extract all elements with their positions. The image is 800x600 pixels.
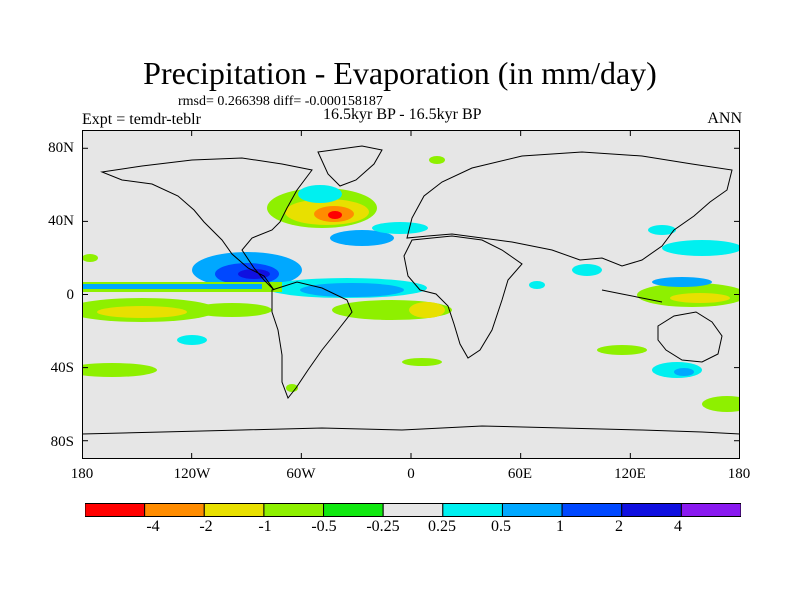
map-plot (82, 130, 740, 459)
x-tick-label: 60W (286, 466, 316, 482)
region-fill (429, 156, 445, 164)
region-fill (572, 264, 602, 276)
region-fill (597, 345, 647, 355)
colorbar-swatch (85, 503, 146, 517)
region-fill (82, 254, 98, 262)
colorbar-label: -4 (146, 518, 160, 535)
coast-north-america (100, 157, 313, 291)
region-fill (330, 230, 394, 246)
y-tick-label: 80N (48, 140, 74, 156)
coast-greenland (317, 145, 383, 187)
colorbar-swatch (561, 503, 623, 517)
coast-south-america (271, 281, 353, 399)
coast-eurasia (406, 151, 733, 267)
x-tick-label: 120E (614, 466, 646, 482)
region-fill (652, 277, 712, 287)
stats-label: rmsd= 0.266398 diff= -0.000158187 (178, 94, 383, 109)
region-fill (300, 283, 404, 297)
x-tick-label: 120W (173, 466, 211, 482)
colorbar-label: -1 (258, 518, 272, 535)
colorbar-swatch (621, 503, 682, 517)
colorbar-swatch (442, 503, 503, 517)
region-fill (97, 306, 187, 318)
contour-fields (82, 156, 740, 412)
region-fill (372, 222, 428, 234)
colorbar-swatch (680, 503, 741, 517)
region-fill (662, 240, 740, 256)
chart-title: Precipitation - Evaporation (in mm/day) (143, 55, 657, 91)
region-fill (238, 269, 270, 279)
region-fill (674, 368, 694, 376)
season-label: ANN (707, 110, 742, 127)
colorbar-label: 0.5 (491, 518, 511, 535)
region-fill (177, 335, 207, 345)
region-fill (529, 281, 545, 289)
region-fill (409, 302, 445, 318)
colorbar-label: 2 (615, 518, 623, 535)
region-fill (82, 284, 262, 289)
y-tick-label: 40N (48, 213, 74, 229)
colorbar (85, 503, 741, 517)
y-tick-label: 40S (50, 360, 74, 376)
colorbar-swatch (263, 503, 325, 517)
coastlines (82, 145, 740, 435)
x-tick-label: 180 (727, 466, 751, 482)
colorbar-label: -0.5 (311, 518, 337, 535)
colorbar-swatch (382, 503, 444, 517)
colorbar-label: -2 (199, 518, 213, 535)
x-tick-label: 180 (70, 466, 94, 482)
axis-ticks (82, 130, 740, 459)
colorbar-swatch (144, 503, 205, 517)
region-fill (82, 363, 157, 377)
coast-africa (403, 235, 523, 359)
colorbar-swatch (203, 503, 265, 517)
period-label: 16.5kyr BP - 16.5kyr BP (323, 106, 482, 123)
colorbar-label: 1 (556, 518, 564, 535)
colorbar-label: -0.25 (366, 518, 400, 535)
y-tick-label: 80S (50, 434, 74, 450)
coast-antarctica (82, 425, 740, 435)
coast-indonesia (601, 289, 663, 303)
colorbar-swatch (501, 503, 563, 517)
experiment-label: Expt = temdr-teblr (82, 111, 201, 128)
region-fill (298, 185, 342, 203)
colorbar-label: 0.25 (428, 518, 456, 535)
region-fill (670, 293, 730, 303)
colorbar-label: 4 (674, 518, 682, 535)
region-fill (328, 211, 342, 219)
region-fill (192, 303, 272, 317)
region-fill (702, 396, 740, 412)
region-fill (648, 225, 676, 235)
coast-australia (657, 311, 723, 363)
x-tick-label: 60E (507, 466, 533, 482)
region-fill (402, 358, 442, 366)
y-tick-label: 0 (66, 287, 75, 303)
x-tick-label: 0 (407, 466, 415, 482)
colorbar-swatch (323, 503, 384, 517)
plot-background (82, 130, 740, 459)
